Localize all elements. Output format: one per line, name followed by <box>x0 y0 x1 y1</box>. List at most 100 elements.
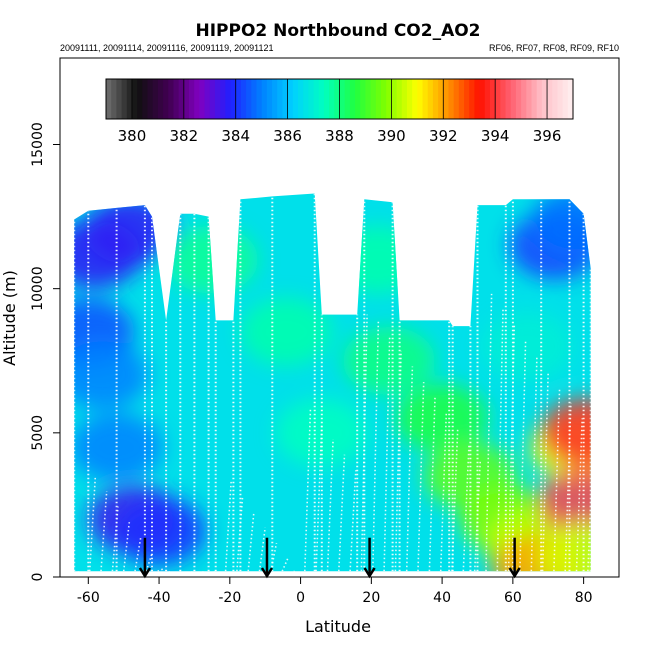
co2-patch <box>275 398 368 467</box>
colorbar-segment <box>230 79 237 119</box>
colorbar-segment <box>318 79 325 119</box>
colorbar-segment <box>495 79 501 119</box>
y-tick-label: 5000 <box>30 415 46 451</box>
colorbar-segment <box>308 79 315 119</box>
flight-profile-line <box>270 542 278 572</box>
y-tick-label: 0 <box>30 573 46 582</box>
flight-markers <box>138 537 521 579</box>
colorbar-segment <box>562 79 569 119</box>
colorbar-segment <box>204 79 211 119</box>
colorbar-segment <box>432 79 439 119</box>
colorbar-tick-label: 388 <box>325 127 354 145</box>
colorbar-segment <box>163 79 169 119</box>
colorbar-segment <box>526 79 533 119</box>
colorbar-segment <box>178 79 185 119</box>
colorbar-segment <box>121 79 128 119</box>
colorbar-segment <box>515 79 522 119</box>
chart-title: HIPPO2 Northbound CO2_AO2 <box>195 21 480 41</box>
colorbar-segment <box>152 79 159 119</box>
flight-profile-line <box>462 444 470 572</box>
colorbar-segment <box>261 79 268 119</box>
colorbar-segment <box>256 79 263 119</box>
flight-profile-line <box>258 527 266 572</box>
x-tick-label: 40 <box>433 590 451 606</box>
co2-patch <box>537 522 591 572</box>
colorbar-segment <box>137 79 143 119</box>
flight-profile-line <box>541 371 549 572</box>
colorbar-segment <box>334 79 341 119</box>
colorbar-segment <box>552 79 559 119</box>
colorbar-tick-label: 390 <box>377 127 406 145</box>
co2-patch <box>396 384 489 453</box>
flight-profile-line <box>293 570 300 572</box>
co2-patch <box>84 197 177 265</box>
x-tick-label: -20 <box>218 590 241 606</box>
colorbar-segment <box>417 79 424 119</box>
x-tick-label: -60 <box>77 590 100 606</box>
x-tick-label: 80 <box>575 590 593 606</box>
colorbar-segment <box>381 79 387 119</box>
colorbar-segment <box>214 79 221 119</box>
y-tick-label: 10000 <box>30 266 46 311</box>
flight-profile-line <box>111 506 119 572</box>
colorbar-segment <box>500 79 507 119</box>
colorbar-segment <box>479 79 486 119</box>
colorbar-segment <box>220 79 226 119</box>
colorbar-segment <box>443 79 450 119</box>
colorbar-segment <box>147 79 154 119</box>
colorbar-segment <box>391 79 398 119</box>
colorbar-segment <box>189 79 195 119</box>
x-axis: -60 -40 -20 0 20 40 60 80 <box>77 577 593 606</box>
co2-patch <box>541 398 591 467</box>
flight-marker-arrowhead <box>260 567 274 579</box>
flight-profile-line <box>202 571 210 572</box>
colorbar-segment <box>365 79 372 119</box>
co2-patch <box>166 225 259 294</box>
chart-subtitle-flights: RF06, RF07, RF08, RF09, RF10 <box>489 43 619 53</box>
flight-profile-line <box>190 571 199 572</box>
colorbar-segment <box>541 79 548 119</box>
colorbar-segment <box>464 79 470 119</box>
colorbar-segment <box>386 79 392 119</box>
curtain-patch-layer <box>74 193 591 572</box>
co2-patch <box>113 496 206 565</box>
plot-frame <box>59 57 620 578</box>
colorbar-segment <box>168 79 175 119</box>
flight-marker-arrowhead <box>363 567 376 579</box>
flight-profile-line <box>519 340 527 572</box>
colorbar-segment <box>277 79 284 119</box>
flight-profile-line <box>383 335 391 572</box>
flight-profile-line <box>428 397 436 572</box>
colorbar-segment <box>157 79 164 119</box>
colorbar-segment <box>567 79 574 119</box>
flight-marker-arrowhead <box>508 567 521 579</box>
colorbar-segment <box>323 79 330 119</box>
colorbar-segment <box>406 79 413 119</box>
flight-profile-line <box>360 314 368 572</box>
colorbar-segment <box>329 79 335 119</box>
x-tick-label: 20 <box>362 590 380 606</box>
colorbar-segment <box>194 79 200 119</box>
colorbar-segment <box>401 79 408 119</box>
colorbar-tick-label: 380 <box>118 127 147 145</box>
colorbar-segment <box>557 79 564 119</box>
chart-subtitle-dates: 20091111, 20091114, 20091116, 20091119, … <box>60 43 274 53</box>
colorbar-segment <box>142 79 149 119</box>
flight-profile-line <box>179 571 187 572</box>
colorbar-frame <box>105 78 574 120</box>
flight-profile-line <box>134 537 142 572</box>
flight-profile-lines <box>74 193 591 572</box>
colorbar-segment <box>448 79 455 119</box>
colorbar-segment <box>344 79 351 119</box>
colorbar-segment <box>547 79 553 119</box>
colorbar-segment <box>240 79 247 119</box>
colorbar-segment <box>106 79 112 119</box>
colorbar-segment <box>287 79 294 119</box>
x-tick-label: 0 <box>296 590 305 606</box>
colorbar-segment <box>453 79 460 119</box>
colorbar-segment <box>173 79 180 119</box>
colorbar-segment <box>412 79 418 119</box>
colorbar-segment <box>474 79 481 119</box>
colorbar-segment <box>116 79 123 119</box>
colorbar-segment <box>370 79 377 119</box>
